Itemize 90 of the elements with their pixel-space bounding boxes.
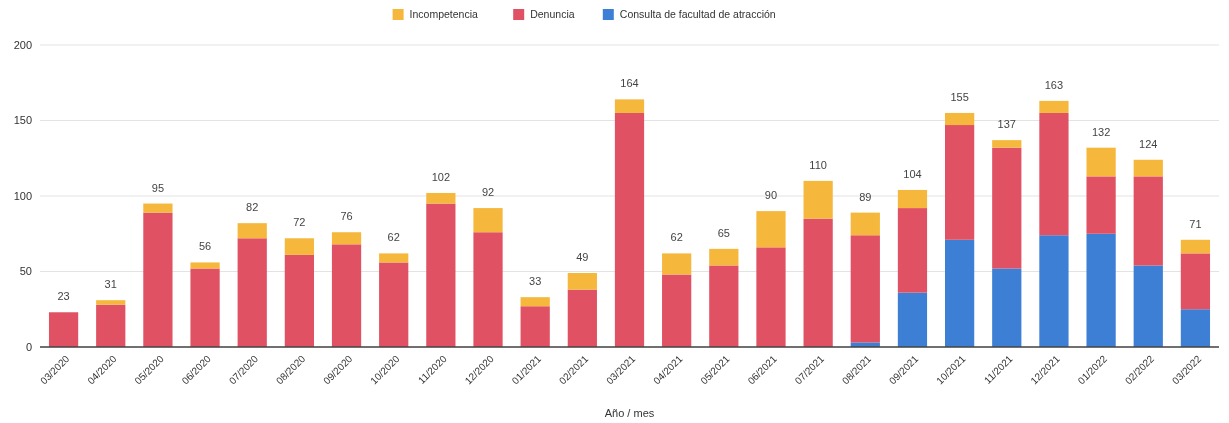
bar xyxy=(1039,112,1069,236)
bar xyxy=(379,253,409,263)
bar xyxy=(1133,176,1163,266)
y-tick-label: 0 xyxy=(25,340,32,353)
total-label: 49 xyxy=(576,251,589,264)
bar xyxy=(520,297,550,307)
total-label: 137 xyxy=(997,118,1016,131)
bar xyxy=(473,232,503,347)
bar xyxy=(709,248,739,266)
total-label: 89 xyxy=(859,190,872,203)
bar xyxy=(1180,239,1211,254)
bar xyxy=(945,239,975,347)
bar xyxy=(709,265,739,347)
y-tick-label: 150 xyxy=(13,114,32,127)
total-label: 110 xyxy=(809,158,827,171)
bar xyxy=(850,212,880,236)
total-label: 155 xyxy=(950,90,969,103)
total-label: 23 xyxy=(57,290,70,303)
total-label: 90 xyxy=(764,189,778,202)
y-tick-label: 50 xyxy=(19,265,32,278)
bar xyxy=(945,112,975,126)
total-label: 65 xyxy=(717,226,730,239)
total-label: 95 xyxy=(151,181,165,194)
bar xyxy=(850,235,880,343)
bar xyxy=(143,203,173,213)
bar xyxy=(96,304,126,347)
bar xyxy=(567,273,597,290)
bar xyxy=(992,147,1022,269)
bar xyxy=(756,211,786,248)
total-label: 92 xyxy=(481,186,495,199)
bar xyxy=(803,180,833,219)
bar xyxy=(1039,235,1069,347)
bar xyxy=(756,247,786,347)
bar xyxy=(48,312,79,347)
total-label: 124 xyxy=(1139,137,1158,150)
bar xyxy=(897,292,928,347)
bar xyxy=(426,203,456,347)
bar xyxy=(1086,233,1116,347)
bar xyxy=(567,289,597,347)
total-label: 164 xyxy=(620,77,639,90)
bar xyxy=(96,300,126,305)
bar xyxy=(1039,100,1069,113)
bar xyxy=(284,238,314,255)
bar xyxy=(1180,253,1211,310)
y-tick-label: 100 xyxy=(13,189,32,202)
bar xyxy=(379,262,409,347)
bar xyxy=(1086,176,1116,234)
bar xyxy=(662,253,692,275)
y-tick-label: 200 xyxy=(13,38,32,51)
bar xyxy=(426,192,456,204)
x-axis-title: Año / mes xyxy=(604,407,655,419)
bar xyxy=(520,306,550,347)
bar xyxy=(803,218,833,347)
total-label: 102 xyxy=(431,170,451,183)
bar xyxy=(331,232,362,245)
bar xyxy=(190,268,220,347)
bar xyxy=(331,244,362,347)
bar xyxy=(237,223,267,239)
bar xyxy=(992,268,1022,347)
bar xyxy=(992,140,1022,148)
bar xyxy=(945,125,975,240)
bar xyxy=(473,208,503,233)
total-label: 62 xyxy=(387,231,400,244)
total-label: 33 xyxy=(529,275,542,288)
legend-label: Consulta de facultad de atracción xyxy=(619,8,776,20)
legend-label: Incompetencia xyxy=(409,8,479,20)
total-label: 56 xyxy=(198,240,212,253)
total-label: 163 xyxy=(1044,78,1064,91)
total-label: 31 xyxy=(104,278,117,291)
bar xyxy=(662,274,692,347)
total-label: 132 xyxy=(1091,125,1111,138)
legend-label: Denuncia xyxy=(530,8,575,20)
bar xyxy=(143,212,173,347)
bar xyxy=(1180,309,1211,347)
total-label: 76 xyxy=(340,210,353,223)
total-label: 71 xyxy=(1189,217,1202,230)
total-label: 104 xyxy=(903,167,922,180)
total-label: 82 xyxy=(246,201,259,214)
bar xyxy=(190,262,220,269)
total-label: 72 xyxy=(293,216,306,229)
bar xyxy=(237,238,267,347)
bar xyxy=(284,254,314,347)
bar xyxy=(614,99,645,113)
bar xyxy=(614,112,645,347)
total-label: 62 xyxy=(670,231,683,244)
bar xyxy=(897,189,928,209)
bar xyxy=(1133,159,1163,177)
bar xyxy=(1133,265,1163,347)
bar xyxy=(897,208,928,293)
bar xyxy=(1086,147,1116,177)
